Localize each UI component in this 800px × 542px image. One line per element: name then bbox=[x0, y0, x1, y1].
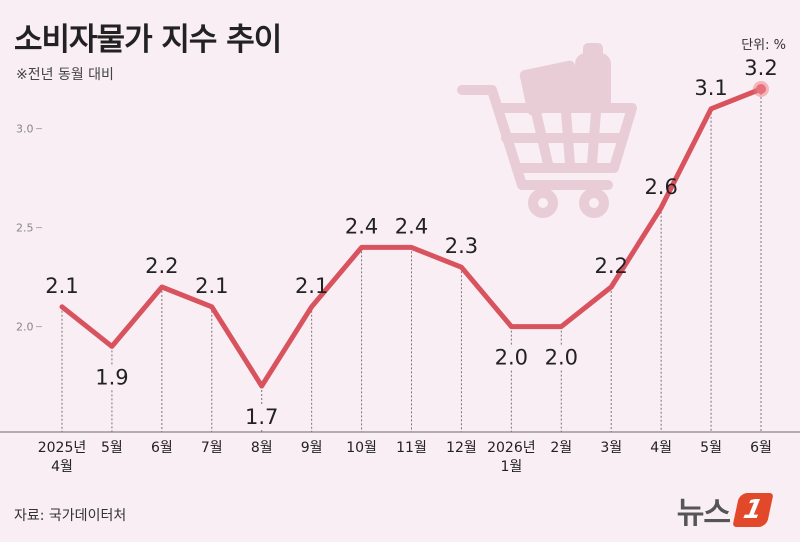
x-tick-label: 6월 bbox=[151, 440, 173, 456]
logo-badge: 1 bbox=[732, 493, 774, 527]
x-tick-label: 2026년 bbox=[487, 440, 536, 456]
x-tick-label: 4월 bbox=[650, 440, 672, 456]
x-tick-label: 7월 bbox=[201, 440, 223, 456]
x-tick-label: 5월 bbox=[700, 440, 722, 456]
x-tick-label: 6월 bbox=[750, 440, 772, 456]
data-label-bg bbox=[495, 346, 528, 369]
data-label: 1.9 bbox=[95, 365, 128, 389]
data-label: 2.6 bbox=[644, 175, 677, 199]
data-label: 2.2 bbox=[595, 254, 628, 278]
data-label: 2.1 bbox=[295, 274, 328, 298]
x-tick-label: 2월 bbox=[550, 440, 572, 456]
x-tick-label: 11월 bbox=[396, 440, 427, 456]
x-tick-label: 4월 bbox=[51, 459, 73, 475]
shopping-cart-icon bbox=[457, 43, 637, 218]
source-label: 자료: 국가데이터처 bbox=[14, 508, 127, 524]
chart-title: 소비자물가 지수 추이 bbox=[14, 22, 282, 58]
x-tick-label: 2025년 bbox=[38, 440, 87, 456]
y-tick-label: 2.5 bbox=[16, 222, 34, 235]
unit-label: 단위: % bbox=[741, 38, 786, 53]
logo-text: 뉴스 bbox=[676, 496, 731, 531]
x-tick-label: 12월 bbox=[446, 440, 477, 456]
x-tick-label: 1월 bbox=[500, 459, 522, 475]
data-label: 2.3 bbox=[445, 234, 478, 258]
data-label: 2.1 bbox=[195, 274, 228, 298]
x-tick-label: 3월 bbox=[600, 440, 622, 456]
data-label-bg bbox=[95, 366, 128, 389]
chart-subtitle: ※전년 동월 대비 bbox=[16, 67, 114, 83]
news1-logo: 뉴스 1 bbox=[676, 488, 774, 532]
data-label: 2.4 bbox=[395, 214, 428, 238]
data-label: 2.4 bbox=[345, 214, 378, 238]
data-label: 2.2 bbox=[145, 254, 178, 278]
y-tick-label: 2.0 bbox=[16, 321, 34, 334]
data-label: 2.0 bbox=[545, 346, 578, 370]
data-label: 3.2 bbox=[744, 56, 777, 80]
data-label: 1.7 bbox=[245, 405, 278, 429]
series-line bbox=[59, 86, 764, 389]
data-label: 3.1 bbox=[694, 76, 727, 100]
y-tick-label: 3.0 bbox=[16, 123, 34, 136]
x-tick-label: 5월 bbox=[101, 440, 123, 456]
x-tick-label: 10월 bbox=[346, 440, 377, 456]
data-label: 2.1 bbox=[45, 274, 78, 298]
data-label-bg bbox=[545, 346, 578, 369]
x-tick-label: 8월 bbox=[251, 440, 273, 456]
x-tick-label: 9월 bbox=[301, 440, 323, 456]
data-label: 2.0 bbox=[495, 346, 528, 370]
data-label-bg bbox=[245, 406, 278, 428]
highlight-point bbox=[756, 84, 766, 94]
